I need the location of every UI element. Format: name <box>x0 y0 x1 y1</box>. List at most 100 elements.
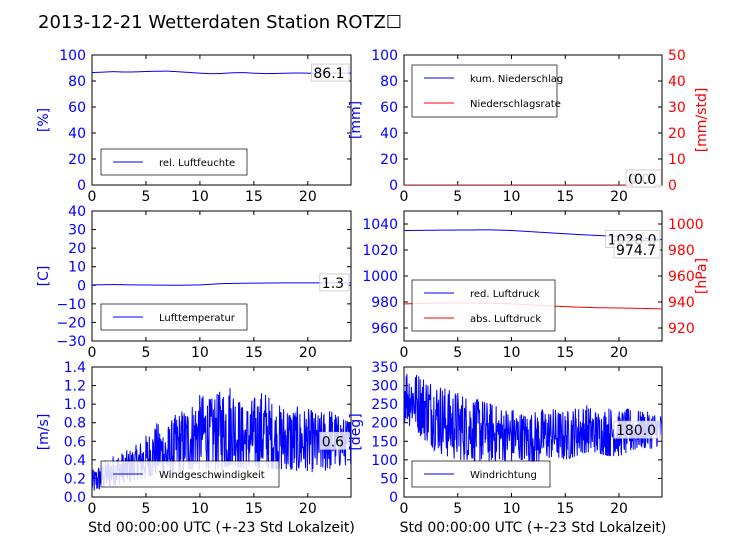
y-tick-label: 20 <box>380 152 398 168</box>
y-tick-label: 1.0 <box>64 397 86 413</box>
last-value-label-2-box <box>631 169 662 188</box>
y-tick-label: 40 <box>380 126 398 142</box>
y-axis-label: [C] <box>36 266 52 287</box>
x-tick-label: 0 <box>400 345 409 361</box>
x-tick-label: 15 <box>245 345 263 361</box>
y-tick-label: 350 <box>371 360 398 376</box>
chart-windspeed: 0 5 10 15 20 0.0 0.2 0.4 0.6 0.8 1.0 1.2 1.4 [m/s] Std… <box>36 360 355 536</box>
y-tick-label: 200 <box>371 416 398 432</box>
y-tick-label: 0 <box>77 278 86 294</box>
y-tick-label: −30 <box>56 334 86 350</box>
legend-entry: abs. Luftdruck <box>470 314 541 325</box>
x-tick-label: 20 <box>610 501 628 517</box>
y-tick-label: 0 <box>77 178 86 194</box>
x-axis-label: Std 00:00:00 UTC (+-23 Std Lokalzeit) <box>400 520 667 536</box>
x-tick-label: 15 <box>245 501 263 517</box>
y2-axis-label: [mm/std] <box>694 88 710 153</box>
x-tick-label: 0 <box>400 189 409 205</box>
y-tick-label: 0.2 <box>64 471 86 487</box>
y-tick-label: 0.6 <box>64 434 86 450</box>
y-tick-label: 1040 <box>362 217 398 233</box>
x-tick-label: 20 <box>299 189 317 205</box>
y-tick-label: 0 <box>389 178 398 194</box>
chart-temperature: 0 5 10 15 20 −30 −20 −10 0 10 20 30 40 [C] 1.3 Lufttemp… <box>36 204 352 361</box>
y2-tick-label: 20 <box>668 126 686 142</box>
x-tick-label: 20 <box>299 345 317 361</box>
last-value-label: 1.3 <box>322 276 344 292</box>
x-tick-label: 0 <box>400 501 409 517</box>
y-tick-label: 20 <box>68 152 86 168</box>
y-tick-label: 980 <box>371 295 398 311</box>
y-tick-label: 100 <box>371 453 398 469</box>
y-tick-label: 1.2 <box>64 379 86 395</box>
x-tick-label: 10 <box>191 501 209 517</box>
y-axis-label: [m/s] <box>36 414 52 451</box>
last-value-label-box <box>310 63 350 82</box>
last-value-label: 0.6 <box>322 434 344 450</box>
y2-tick-label: 920 <box>668 321 695 337</box>
y2-tick-label: 960 <box>668 269 695 285</box>
x-tick-label: 20 <box>610 345 628 361</box>
y-tick-label: 50 <box>380 471 398 487</box>
last-value-label: 86.1 <box>313 66 344 82</box>
last-value-label-2: 974.7 <box>616 243 656 259</box>
y-tick-label: 80 <box>380 74 398 90</box>
y2-tick-label: 40 <box>668 74 686 90</box>
y2-tick-label: 1000 <box>668 217 704 233</box>
y-tick-label: 0.8 <box>64 416 86 432</box>
x-tick-label: 15 <box>556 501 574 517</box>
x-tick-label: 5 <box>453 345 462 361</box>
y2-tick-label: 10 <box>668 152 686 168</box>
y-tick-label: 0.4 <box>64 453 86 469</box>
legend-entry: red. Luftdruck <box>470 289 540 300</box>
series-line-windrichtung <box>404 373 662 464</box>
y-tick-label: 40 <box>68 126 86 142</box>
y-tick-label: 1020 <box>362 243 398 259</box>
y-axis-label: [mm] <box>348 101 364 139</box>
last-value-label-2: 0.0 <box>634 172 656 188</box>
last-value-label-box <box>613 420 661 439</box>
last-value-label-box <box>319 273 350 292</box>
chart-precip: 0 5 10 15 20 0 20 40 60 80 100 0 10 20 30 40 50 [mm] [mm/s… <box>348 48 710 205</box>
y2-axis-label: [hPa] <box>694 258 710 294</box>
x-tick-label: 5 <box>453 189 462 205</box>
x-tick-label: 20 <box>610 189 628 205</box>
x-tick-label: 10 <box>503 189 521 205</box>
x-tick-label: 5 <box>141 501 150 517</box>
y2-tick-label: 50 <box>668 48 686 64</box>
y2-tick-label: 30 <box>668 100 686 116</box>
y-tick-label: 10 <box>68 260 86 276</box>
x-tick-label: 15 <box>556 345 574 361</box>
x-tick-label: 0 <box>88 345 97 361</box>
last-value-label-box <box>319 431 350 450</box>
y-tick-label: 960 <box>371 321 398 337</box>
x-tick-label: 10 <box>503 345 521 361</box>
last-value-label-2-box <box>613 240 661 259</box>
x-tick-label: 15 <box>556 189 574 205</box>
legend-entry: Niederschlagsrate <box>470 99 561 110</box>
x-tick-label: 10 <box>191 345 209 361</box>
y2-tick-label: 940 <box>668 295 695 311</box>
y-tick-label: 0 <box>389 490 398 506</box>
x-tick-label: 15 <box>245 189 263 205</box>
x-tick-label: 10 <box>503 501 521 517</box>
y2-tick-label: 980 <box>668 243 695 259</box>
series-line-windgeschwindigkeit <box>92 388 351 491</box>
chart-pressure: 0 5 10 15 20 960 980 1000 1020 1040 920 940 960 980 10… <box>362 210 710 361</box>
last-value-label: 180.0 <box>616 423 656 439</box>
y-tick-label: 40 <box>68 204 86 220</box>
y-tick-label: −10 <box>56 297 86 313</box>
x-axis-label: Std 00:00:00 UTC (+-23 Std Lokalzeit) <box>88 520 355 536</box>
x-tick-label: 0 <box>88 189 97 205</box>
y-tick-label: 250 <box>371 397 398 413</box>
y-axis-label: [%] <box>36 108 52 132</box>
legend-entry: kum. Niederschlag <box>470 74 563 85</box>
y-tick-label: 100 <box>59 48 86 64</box>
y-tick-label: 60 <box>380 100 398 116</box>
legend-entry: Windgeschwindigkeit <box>159 470 265 481</box>
legend-entry: rel. Luftfeuchte <box>159 158 235 169</box>
series-line-rel-luftfeuchte <box>92 70 351 75</box>
y-tick-label: 30 <box>68 223 86 239</box>
y-tick-label: −20 <box>56 315 86 331</box>
